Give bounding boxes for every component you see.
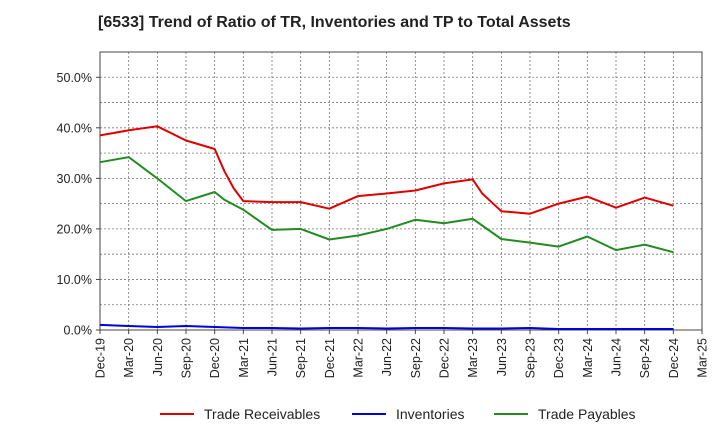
x-tick-label: Sep-22 — [409, 338, 423, 378]
x-tick-label: Mar-23 — [466, 338, 480, 378]
legend-label-inventories: Inventories — [396, 406, 464, 422]
x-tick-label: Jun-21 — [266, 338, 280, 376]
x-tick-label: Sep-21 — [294, 338, 308, 378]
grid-layer — [100, 52, 702, 330]
series-line-trade-receivables — [99, 125, 674, 215]
x-tick-label: Jun-20 — [151, 338, 165, 376]
y-tick-label: 20.0% — [57, 222, 92, 236]
x-tick-label: Dec-20 — [208, 338, 222, 378]
x-tick-label: Mar-24 — [581, 338, 595, 378]
legend: Trade Receivables Inventories Trade Payabl… — [160, 406, 636, 422]
series-layer — [99, 125, 674, 330]
chart-title: [6533] Trend of Ratio of TR, Inventories… — [98, 14, 571, 31]
legend-label-trade-receivables: Trade Receivables — [204, 406, 320, 422]
x-tick-label: Jun-23 — [495, 338, 509, 376]
plot-frame — [99, 51, 703, 331]
x-tick-label: Dec-22 — [438, 338, 452, 378]
x-tick-label: Jun-24 — [610, 338, 624, 376]
y-tick-label: 40.0% — [57, 121, 92, 135]
x-tick-label: Jun-22 — [380, 338, 394, 376]
y-tick-label: 10.0% — [57, 273, 92, 287]
legend-label-trade-payables: Trade Payables — [538, 406, 636, 422]
x-tick-label: Dec-23 — [552, 338, 566, 378]
y-tick-label: 50.0% — [57, 71, 92, 85]
y-tick-label: 0.0% — [64, 324, 93, 338]
x-tick-label: Dec-24 — [667, 338, 681, 378]
x-tick-label: Mar-25 — [696, 338, 710, 378]
y-tick-label: 30.0% — [57, 172, 92, 186]
x-tick-label: Sep-20 — [180, 338, 194, 378]
x-tick-label: Dec-21 — [323, 338, 337, 378]
x-tick-label: Dec-19 — [94, 338, 108, 378]
y-axis: 0.0% 10.0% 20.0% 30.0% 40.0% 50.0% — [57, 71, 100, 338]
x-tick-label: Sep-23 — [524, 338, 538, 378]
series-line-inventories — [99, 323, 674, 330]
x-tick-label: Mar-21 — [237, 338, 251, 378]
x-axis: Dec-19 Mar-20 Jun-20 Sep-20 Dec-20 Mar-21 Jun-… — [94, 330, 710, 378]
x-tick-label: Sep-24 — [638, 338, 652, 378]
x-tick-label: Mar-20 — [122, 338, 136, 378]
series-line-trade-payables — [99, 156, 674, 254]
x-tick-label: Mar-22 — [352, 338, 366, 378]
